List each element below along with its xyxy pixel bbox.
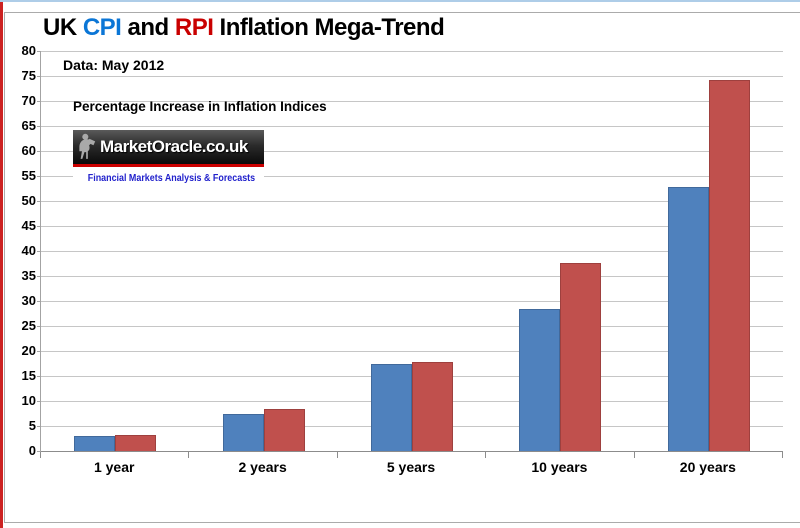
cpi-bar-1-year [74, 436, 116, 451]
y-axis-tick-mark [37, 176, 41, 177]
y-axis-tick-label: 70 [21, 93, 36, 108]
y-axis-tick-label: 40 [21, 243, 36, 258]
x-axis-category-label: 10 years [531, 459, 588, 475]
y-axis-tick-mark [37, 276, 41, 277]
marketoracle-logo-text: MarketOracle.co.uk [100, 137, 248, 156]
y-axis-tick-mark [37, 201, 41, 202]
left-red-strip [0, 0, 3, 528]
y-axis-tick-label: 65 [21, 118, 36, 133]
marketoracle-tagline-text: Financial Markets Analysis & Forecasts [87, 172, 256, 184]
y-axis-tick-label: 45 [21, 218, 36, 233]
title-prefix: UK [43, 14, 83, 41]
y-axis-tick-label: 15 [21, 368, 36, 383]
y-axis-tick-mark [37, 251, 41, 252]
y-axis-tick-mark [37, 226, 41, 227]
y-axis-tick-label: 25 [21, 318, 36, 333]
bar-group-1-year [41, 51, 189, 451]
x-axis-category-label: 20 years [679, 459, 736, 475]
plot-area [37, 51, 783, 458]
y-axis-tick-mark [37, 401, 41, 402]
x-axis-tick-mark [336, 452, 338, 458]
top-blue-line [0, 0, 800, 2]
y-axis-tick-mark [37, 151, 41, 152]
title-mid: and [121, 14, 175, 41]
rpi-bar-10-years [560, 262, 602, 451]
y-axis-tick-label: 20 [21, 343, 36, 358]
bar-group-20-years [635, 51, 783, 451]
y-axis-tick-mark [37, 426, 41, 427]
y-axis-tick-label: 50 [21, 193, 36, 208]
chart-title: UK CPI and RPI Inflation Mega-Trend [43, 14, 445, 42]
x-axis-tick-mark [633, 452, 635, 458]
title-suffix: Inflation Mega-Trend [213, 14, 445, 41]
x-axis-tick-mark [40, 452, 41, 458]
y-axis-tick-mark [37, 326, 41, 327]
cpi-bar-20-years [667, 187, 709, 451]
y-axis-tick-mark [37, 126, 41, 127]
y-axis-tick-mark [37, 376, 41, 377]
cpi-bar-2-years [222, 413, 264, 451]
y-axis-tick-mark [37, 301, 41, 302]
bar-groups [41, 51, 783, 451]
cpi-bar-10-years [519, 308, 561, 451]
bar-group-2-years [189, 51, 337, 451]
rpi-bar-2-years [263, 408, 305, 451]
title-cpi: CPI [82, 14, 122, 41]
bar-group-10-years [486, 51, 634, 451]
rpi-bar-1-year [115, 435, 157, 451]
y-axis-tick-label: 0 [28, 443, 36, 458]
y-axis-tick-label: 35 [21, 268, 36, 283]
y-axis-tick-label: 30 [21, 293, 36, 308]
y-axis-tick-label: 55 [21, 168, 36, 183]
y-axis-tick-label: 75 [21, 68, 36, 83]
y-axis-tick-label: 5 [28, 418, 36, 433]
data-date-annotation: Data: May 2012 [63, 57, 165, 73]
title-rpi: RPI [174, 14, 214, 41]
marketoracle-logo: MarketOracle.co.uk Financial Markets Ana… [73, 130, 264, 188]
cpi-bar-5-years [371, 364, 413, 451]
x-axis-labels: 1 year 2 years 5 years 10 years 20 years [40, 459, 782, 475]
rpi-bar-20-years [708, 80, 750, 451]
y-axis-tick-mark [37, 451, 41, 452]
y-axis-tick-mark [37, 51, 41, 52]
x-axis-tick-mark [782, 452, 783, 458]
y-axis-tick-label: 60 [21, 143, 36, 158]
y-axis-tick-mark [37, 101, 41, 102]
y-axis-tick-mark [37, 351, 41, 352]
marketoracle-logo-banner: MarketOracle.co.uk [73, 130, 264, 167]
rpi-bar-5-years [412, 361, 454, 451]
y-axis-tick-label: 80 [21, 43, 36, 58]
seated-oracle-icon [79, 133, 96, 159]
chart-container: UK CPI and RPI Inflation Mega-Trend 80 75… [4, 12, 800, 523]
x-axis-category-label: 5 years [386, 459, 436, 475]
x-axis-tick-mark [188, 452, 190, 458]
y-axis-tick-mark [37, 76, 41, 77]
subtitle-annotation: Percentage Increase in Inflation Indices [73, 99, 327, 114]
bar-group-5-years [338, 51, 486, 451]
x-axis-category-label: 1 year [93, 459, 135, 475]
y-axis-tick-label: 10 [21, 393, 36, 408]
x-axis-category-label: 2 years [238, 459, 287, 475]
x-axis-tick-mark [485, 452, 487, 458]
marketoracle-tagline: Financial Markets Analysis & Forecasts [73, 167, 264, 188]
